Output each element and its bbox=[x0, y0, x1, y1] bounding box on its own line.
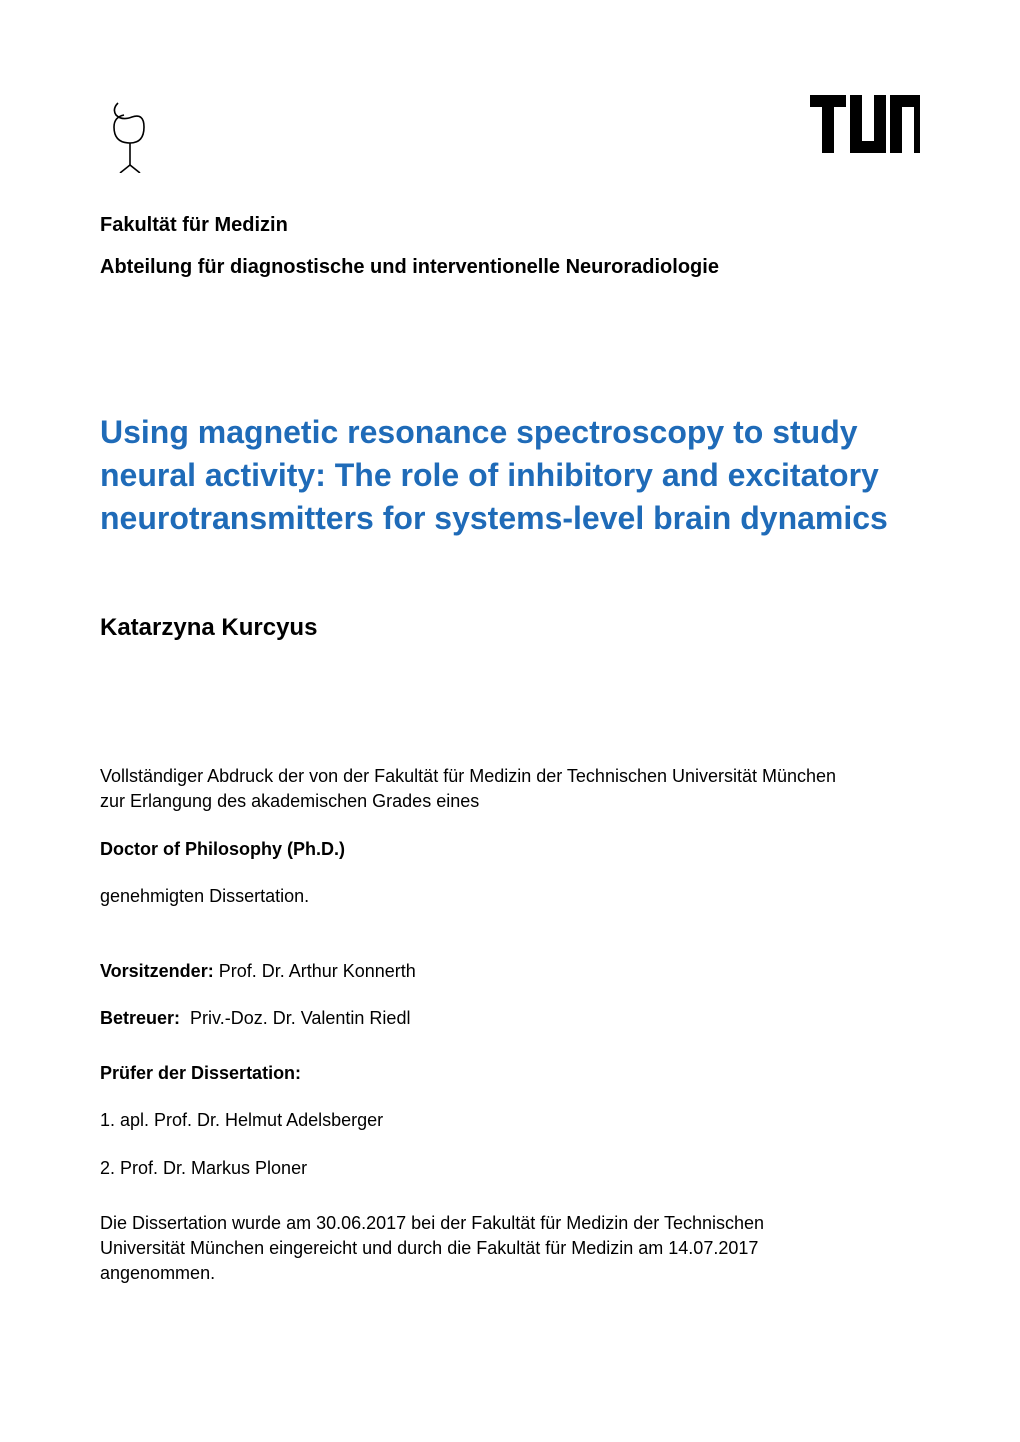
submission-line-3: angenommen. bbox=[100, 1263, 215, 1283]
abstract-note-line-2: zur Erlangung des akademischen Grades ei… bbox=[100, 791, 479, 811]
institute-logo bbox=[100, 95, 160, 173]
examiner-2: 2. Prof. Dr. Markus Ploner bbox=[100, 1156, 920, 1181]
tum-logo bbox=[810, 95, 920, 153]
advisor-label: Betreuer: bbox=[100, 1008, 180, 1028]
degree-label: Doctor of Philosophy (Ph.D.) bbox=[100, 837, 920, 862]
dissertation-title: Using magnetic resonance spectroscopy to… bbox=[100, 411, 920, 541]
abstract-note-line-1: Vollständiger Abdruck der von der Fakult… bbox=[100, 766, 836, 786]
examiners-heading: Prüfer der Dissertation: bbox=[100, 1061, 920, 1086]
department-line: Abteilung für diagnostische und interven… bbox=[100, 253, 920, 281]
submission-line-1: Die Dissertation wurde am 30.06.2017 bei… bbox=[100, 1213, 764, 1233]
advisor-name: Priv.-Doz. Dr. Valentin Riedl bbox=[190, 1008, 410, 1028]
submission-note: Die Dissertation wurde am 30.06.2017 bei… bbox=[100, 1211, 920, 1287]
faculty-line: Fakultät für Medizin bbox=[100, 211, 920, 239]
title-line-1: Using magnetic resonance spectroscopy to… bbox=[100, 414, 858, 450]
logo-header-row bbox=[100, 95, 920, 173]
examiner-1: 1. apl. Prof. Dr. Helmut Adelsberger bbox=[100, 1108, 920, 1133]
abstract-note: Vollständiger Abdruck der von der Fakult… bbox=[100, 764, 920, 814]
approved-line: genehmigten Dissertation. bbox=[100, 884, 920, 909]
chair-row: Vorsitzender: Prof. Dr. Arthur Konnerth bbox=[100, 959, 920, 984]
submission-line-2: Universität München eingereicht und durc… bbox=[100, 1238, 758, 1258]
title-line-3: neurotransmitters for systems-level brai… bbox=[100, 500, 888, 536]
author-name: Katarzyna Kurcyus bbox=[100, 611, 920, 645]
advisor-row: Betreuer: Priv.-Doz. Dr. Valentin Riedl bbox=[100, 1006, 920, 1031]
chair-name: Prof. Dr. Arthur Konnerth bbox=[219, 961, 416, 981]
chair-label: Vorsitzender: bbox=[100, 961, 214, 981]
title-line-2: neural activity: The role of inhibitory … bbox=[100, 457, 879, 493]
